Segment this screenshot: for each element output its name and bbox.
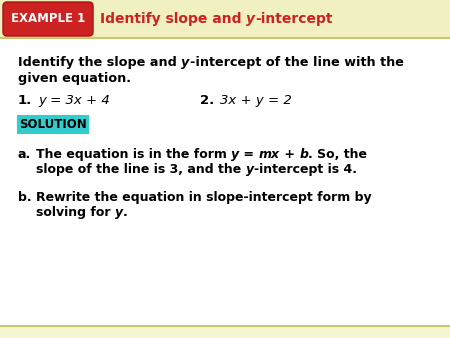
Bar [0, 0, 450, 38]
Text: Identify slope and: Identify slope and [100, 12, 247, 26]
Text: +: + [280, 148, 299, 161]
Text: 1.: 1. [18, 94, 32, 107]
Text: The equation is in the form: The equation is in the form [36, 148, 231, 161]
Text: . So, the: . So, the [308, 148, 367, 161]
Text: slope of the line is 3, and the: slope of the line is 3, and the [36, 163, 246, 176]
Text: a.: a. [18, 148, 31, 161]
FancyBboxPatch shape [3, 2, 93, 36]
Bar [0, 38, 450, 326]
Text: Identify the slope and: Identify the slope and [18, 56, 181, 69]
Text: =: = [239, 148, 259, 161]
Text: y: y [247, 12, 256, 26]
Text: b: b [299, 148, 308, 161]
Text: EXAMPLE 1: EXAMPLE 1 [11, 13, 85, 25]
Text: SOLUTION: SOLUTION [19, 118, 87, 131]
Text: Rewrite the equation in slope-intercept form by: Rewrite the equation in slope-intercept … [36, 191, 372, 204]
Text: given equation.: given equation. [18, 72, 131, 85]
Text: b.: b. [18, 191, 32, 204]
Text: 3x + y = 2: 3x + y = 2 [220, 94, 292, 107]
Text: -intercept of the line with the: -intercept of the line with the [189, 56, 404, 69]
Text: y: y [181, 56, 189, 69]
Text: solving for: solving for [36, 206, 115, 219]
Text: y: y [115, 206, 123, 219]
FancyBboxPatch shape [17, 115, 89, 134]
Text: mx: mx [259, 148, 280, 161]
Text: -intercept: -intercept [256, 12, 333, 26]
Text: y = 3x + 4: y = 3x + 4 [38, 94, 110, 107]
Text: y: y [246, 163, 254, 176]
Text: y: y [231, 148, 239, 161]
Text: -intercept is 4.: -intercept is 4. [254, 163, 357, 176]
Text: .: . [123, 206, 128, 219]
Text: 2.: 2. [200, 94, 214, 107]
